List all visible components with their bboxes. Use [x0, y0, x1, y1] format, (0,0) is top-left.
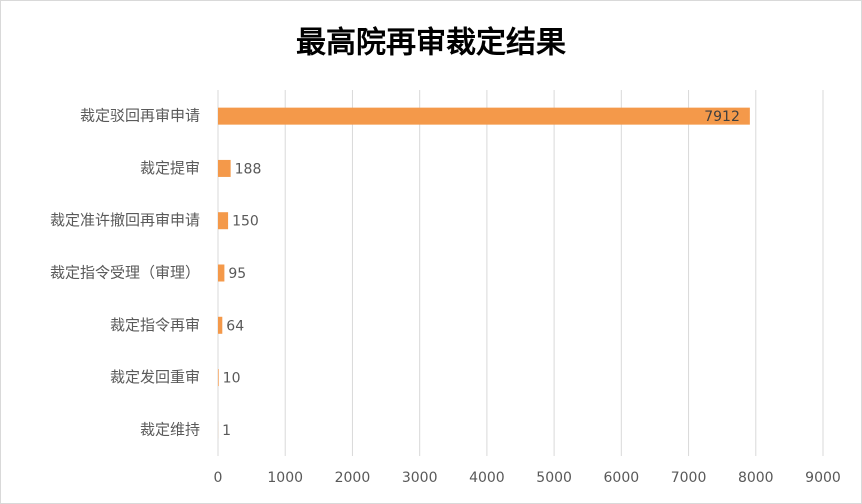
- data-label: 188: [235, 161, 262, 177]
- x-tick-label: 0: [214, 470, 223, 486]
- x-tick-label: 5000: [536, 470, 572, 486]
- data-label: 1: [222, 423, 231, 439]
- x-tick-label: 8000: [738, 470, 774, 486]
- data-label: 10: [223, 371, 241, 387]
- chart-title: 最高院再审裁定结果: [296, 26, 566, 61]
- data-label: 7912: [704, 109, 740, 125]
- x-tick-label: 2000: [335, 470, 371, 486]
- bar: [218, 369, 219, 387]
- x-tick-label: 7000: [671, 470, 707, 486]
- data-label: 95: [228, 266, 246, 282]
- data-label: 150: [232, 214, 259, 230]
- x-tick-label: 9000: [805, 470, 841, 486]
- y-tick-label: 裁定指令再审: [110, 316, 200, 334]
- bar: [218, 107, 750, 125]
- x-tick-label: 1000: [267, 470, 303, 486]
- y-tick-label: 裁定维持: [140, 420, 200, 438]
- y-tick-label: 裁定指令受理（审理）: [50, 264, 200, 282]
- y-tick-label: 裁定驳回再审申请: [80, 107, 200, 125]
- bar: [218, 159, 231, 177]
- bar: [218, 316, 223, 334]
- y-tick-label: 裁定提审: [140, 159, 200, 177]
- y-tick-label: 裁定准许撤回再审申请: [50, 211, 200, 229]
- x-tick-label: 4000: [469, 470, 505, 486]
- x-tick-label: 3000: [402, 470, 438, 486]
- bar: [218, 212, 229, 230]
- data-label: 64: [226, 318, 244, 334]
- y-tick-label: 裁定发回重审: [110, 368, 200, 386]
- x-tick-label: 6000: [604, 470, 640, 486]
- bar: [218, 264, 225, 282]
